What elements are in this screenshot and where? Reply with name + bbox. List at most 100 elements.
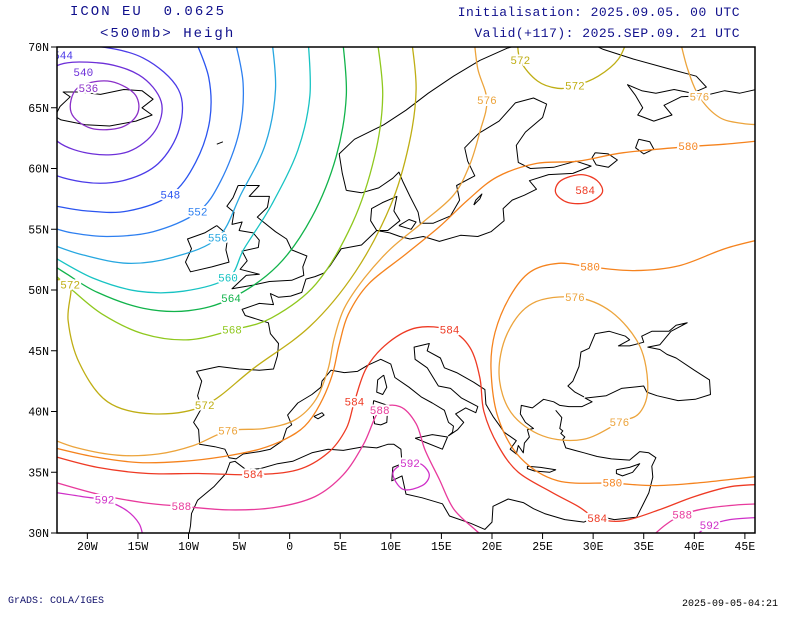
contour-label-568: 568 (222, 326, 242, 338)
lat-tick-label: 35N (28, 467, 49, 480)
contour-label-536: 536 (78, 84, 98, 96)
coastline-path (473, 193, 483, 206)
contour-line-548 (57, 47, 212, 214)
contour-label-592: 592 (700, 521, 720, 533)
contour-label-584: 584 (587, 514, 607, 526)
coastline-path (591, 152, 618, 168)
coastline-path (370, 195, 401, 231)
contour-line-572 (517, 47, 626, 90)
contour-label-560: 560 (218, 273, 238, 285)
lat-tick-label: 60N (28, 164, 49, 177)
coastline-path (635, 138, 655, 155)
coastline-path (414, 434, 448, 450)
contour-line-544 (57, 47, 184, 184)
contour-label-584: 584 (344, 397, 364, 409)
grads-credit: GrADS: COLA/IGES (8, 596, 105, 607)
contour-label-576: 576 (565, 293, 585, 305)
lon-tick-label: 25E (532, 541, 553, 554)
lon-tick-label: 15E (431, 541, 452, 554)
lat-tick-label: 40N (28, 407, 49, 420)
contour-label-580: 580 (678, 142, 698, 154)
coastline-path (615, 463, 641, 477)
contour-label-580: 580 (602, 479, 622, 491)
contour-label-576: 576 (218, 426, 238, 438)
coastline-path (338, 47, 514, 191)
lon-tick-label: 0 (286, 541, 293, 554)
contour-label-572: 572 (510, 56, 530, 68)
coastline-path (226, 185, 308, 290)
lat-tick-label: 50N (28, 285, 49, 298)
lat-tick-label: 45N (28, 346, 49, 359)
contour-line-536 (69, 80, 140, 131)
lon-tick-label: 20E (482, 541, 503, 554)
field-title: <500mb> Heigh (100, 26, 236, 42)
coastline-path (596, 47, 755, 122)
coastline-path (216, 141, 224, 145)
contour-line-580 (57, 140, 755, 464)
contour-label-572: 572 (195, 401, 215, 413)
contour-label-592: 592 (400, 459, 420, 471)
contour-label-584: 584 (575, 186, 595, 198)
lon-tick-label: 45E (735, 541, 756, 554)
contour-line-572 (57, 47, 417, 415)
lat-tick-label: 70N (28, 42, 49, 55)
lat-tick-label: 30N (28, 528, 49, 541)
valid-time-label: Valid(+117): 2025.SEP.09. 21 UTC (474, 26, 740, 41)
coastline-path (185, 225, 230, 273)
contour-label-556: 556 (208, 233, 228, 245)
contour-line-580 (490, 240, 755, 487)
lon-tick-label: 10E (380, 541, 401, 554)
lon-tick-label: 20W (77, 541, 98, 554)
contour-label-544: 544 (53, 51, 73, 63)
contour-line-584 (57, 326, 755, 523)
contour-line-560 (57, 47, 311, 294)
contour-label-588: 588 (171, 502, 191, 514)
lat-tick-label: 65N (28, 103, 49, 116)
contour-label-576: 576 (477, 96, 497, 108)
creation-timestamp: 2025-09-05-04:21 (682, 599, 779, 610)
contour-line-568 (57, 47, 384, 341)
contour-line-556 (57, 47, 277, 264)
init-time-label: Initialisation: 2025.09.05. 00 UTC (457, 5, 740, 20)
contour-label-576: 576 (689, 92, 709, 104)
coastline-path (346, 97, 592, 242)
lon-tick-label: 30E (583, 541, 604, 554)
contour-line-592 (57, 492, 143, 533)
contour-label-588: 588 (370, 406, 390, 418)
coastline-path (526, 465, 557, 473)
contour-line-592 (697, 516, 755, 533)
lon-tick-label: 10W (178, 541, 199, 554)
contour-label-572: 572 (60, 281, 80, 293)
contour-label-584: 584 (243, 470, 263, 482)
contour-label-580: 580 (580, 262, 600, 274)
contour-label-576: 576 (609, 418, 629, 430)
coastline-path (313, 412, 325, 420)
model-title: ICON EU 0.0625 (70, 4, 227, 20)
lon-tick-label: 40E (684, 541, 705, 554)
contour-line-584 (554, 173, 604, 205)
coastline-path (398, 219, 417, 230)
contour-line-540 (57, 61, 163, 156)
contour-line-564 (57, 47, 348, 313)
coastline-path (188, 409, 657, 533)
contour-label-548: 548 (160, 191, 180, 203)
contour-line-592 (392, 461, 430, 491)
contour-line-576 (681, 47, 755, 126)
contour-line-576 (57, 47, 488, 457)
coastline-path (57, 89, 154, 127)
coastline-path (193, 230, 711, 460)
lat-tick-label: 55N (28, 224, 49, 237)
contour-label-584: 584 (440, 326, 460, 338)
contour-label-564: 564 (221, 294, 241, 306)
contour-label-540: 540 (73, 68, 93, 80)
contour-label-572: 572 (565, 81, 585, 93)
contour-line-552 (57, 47, 245, 238)
contour-line-588 (654, 503, 755, 533)
contour-label-552: 552 (188, 208, 208, 220)
contour-line-588 (57, 404, 481, 533)
contour-label-588: 588 (672, 510, 692, 522)
lon-tick-label: 35E (633, 541, 654, 554)
